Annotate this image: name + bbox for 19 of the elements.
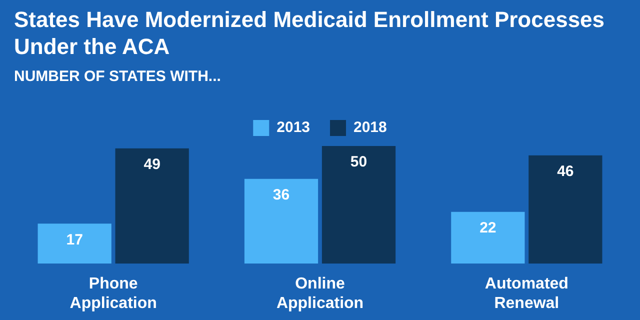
x-tick-label: Automated Renewal: [484, 276, 568, 312]
chart-title: States Have Modernized Medicaid Enrollment Processes Under the ACA: [14, 6, 606, 60]
chart-subtitle: NUMBER OF STATES WITH...: [14, 68, 221, 85]
bar: [244, 178, 318, 264]
bar: [38, 224, 112, 264]
data-label: 49: [144, 156, 160, 173]
legend-label: 2018: [354, 119, 387, 136]
data-label: 50: [350, 154, 368, 171]
bar: [115, 148, 189, 264]
bar: [528, 155, 602, 264]
bar: [451, 212, 525, 264]
legend-label: 2013: [276, 119, 310, 136]
x-tick-label: Phone Application: [70, 276, 157, 312]
bar: [322, 146, 396, 264]
data-label: 22: [480, 219, 496, 236]
data-label: 46: [557, 163, 574, 180]
data-label: 36: [272, 186, 290, 204]
x-tick-label: Online Application: [276, 276, 364, 312]
data-label: 17: [66, 231, 83, 248]
